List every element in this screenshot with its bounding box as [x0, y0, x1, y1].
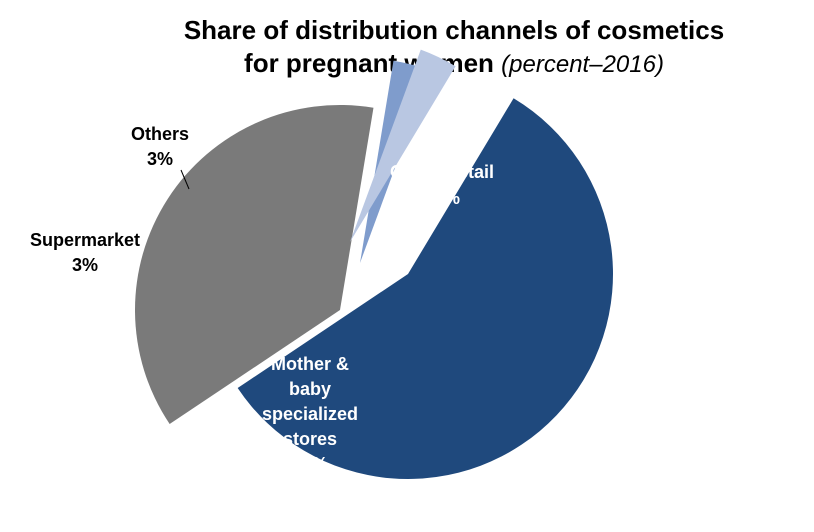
slice-name-1-0: Mother & [271, 354, 349, 374]
pie-slice-0 [237, 98, 613, 479]
chart-title-line2-text: for pregnant women [244, 48, 494, 78]
slice-label-0: Online retail 57% [390, 162, 494, 208]
pie-slice-3 [350, 49, 456, 242]
slice-value-2: 3% [72, 255, 98, 275]
pie-slice-1 [135, 104, 374, 425]
slice-label-3: Others 3% [131, 124, 189, 169]
slice-value-3: 3% [147, 149, 173, 169]
slice-name-0-0: Online retail [390, 162, 494, 182]
slice-name-1-3: stores [283, 429, 337, 449]
slice-label-1: Mother & baby specialized stores 37% [262, 354, 358, 474]
chart-title: Share of distribution channels of cosmet… [0, 14, 814, 81]
slice-name-2-0: Supermarket [30, 230, 140, 250]
chart-title-line2: for pregnant women (percent–2016) [0, 47, 814, 81]
chart-subtitle: (percent–2016) [501, 51, 664, 78]
slice-name-1-2: specialized [262, 404, 358, 424]
slice-value-1: 37% [292, 454, 328, 474]
chart-title-line1: Share of distribution channels of cosmet… [183, 15, 725, 45]
slice-name-3-0: Others [131, 124, 189, 144]
slice-name-1-1: baby [289, 379, 331, 399]
others-leader-line [180, 169, 190, 190]
slice-value-0: 57% [424, 188, 460, 208]
slice-label-2: Supermarket 3% [30, 230, 140, 275]
